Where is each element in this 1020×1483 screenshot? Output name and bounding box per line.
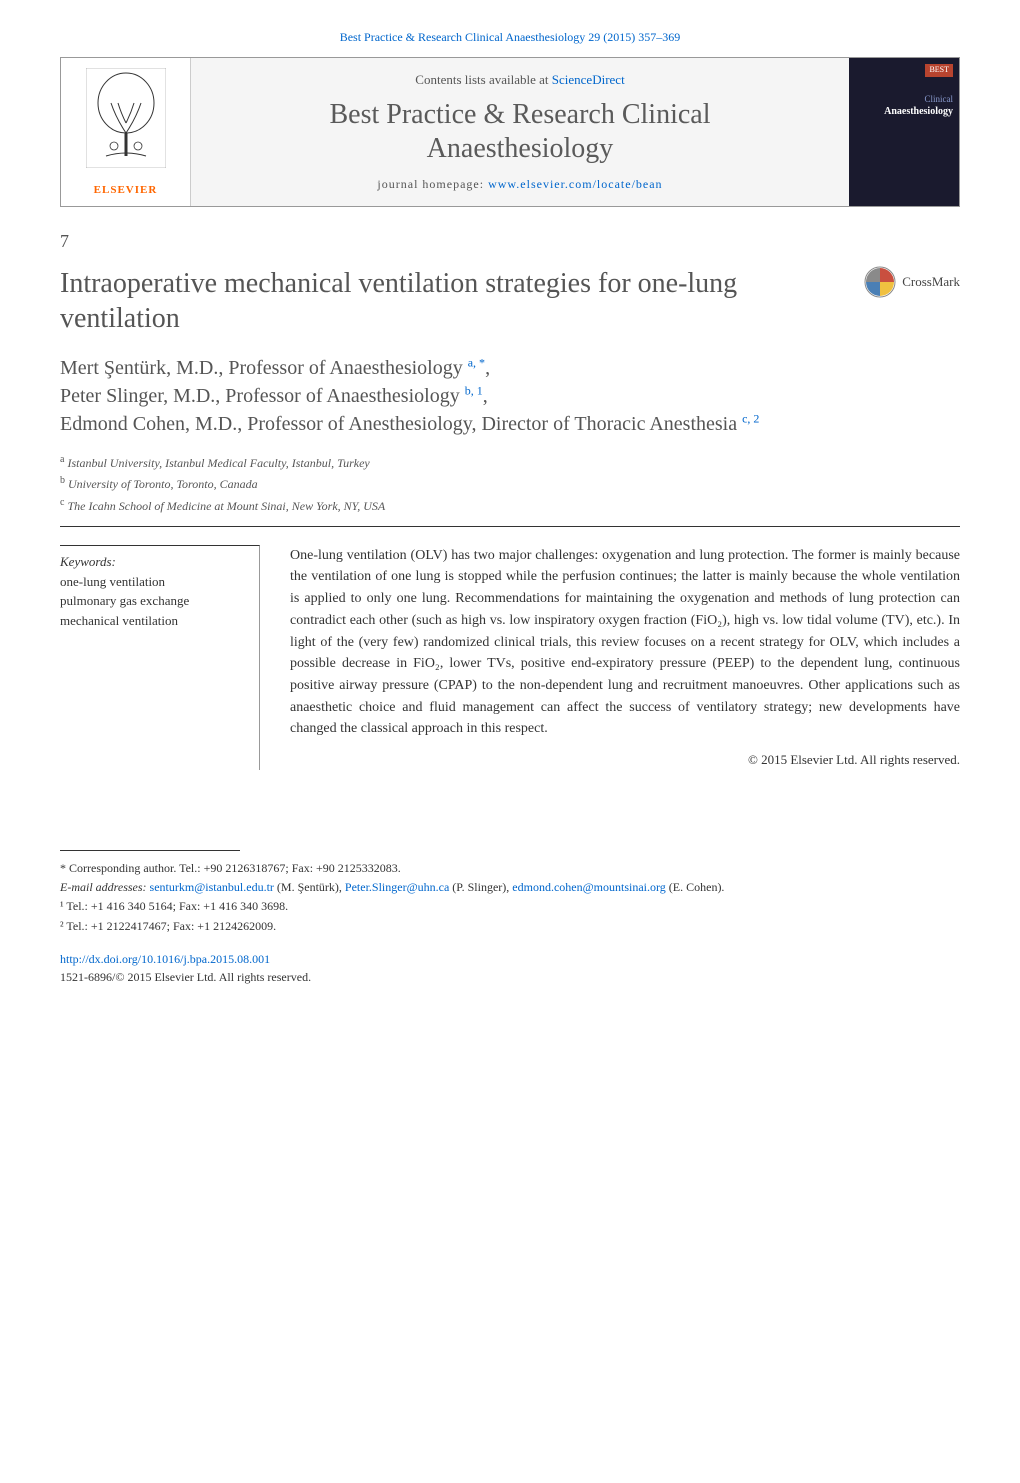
affiliation-a-text: Istanbul University, Istanbul Medical Fa… xyxy=(67,456,369,470)
affiliation-c-text: The Icahn School of Medicine at Mount Si… xyxy=(67,499,385,513)
elsevier-tree-icon xyxy=(86,68,166,168)
article-title: Intraoperative mechanical ventilation st… xyxy=(60,266,864,336)
footnote-2: ² Tel.: +1 2122417467; Fax: +1 212426200… xyxy=(60,917,910,936)
abstract-text: One-lung ventilation (OLV) has two major… xyxy=(290,545,960,740)
elsevier-wordmark: ELSEVIER xyxy=(94,184,158,196)
email-3-owner: (E. Cohen). xyxy=(666,880,725,894)
sciencedirect-link[interactable]: ScienceDirect xyxy=(552,72,625,87)
title-row: Intraoperative mechanical ventilation st… xyxy=(60,266,960,336)
keywords-list: one-lung ventilation pulmonary gas excha… xyxy=(60,572,239,631)
journal-header-center: Contents lists available at ScienceDirec… xyxy=(191,58,849,206)
author-3-affil-marker[interactable]: c, 2 xyxy=(742,412,759,426)
journal-name-line2: Anaesthesiology xyxy=(427,133,614,164)
journal-name-line1: Best Practice & Research Clinical xyxy=(330,99,711,130)
author-1: Mert Şentürk, M.D., Professor of Anaesth… xyxy=(60,357,468,379)
crossmark-label: CrossMark xyxy=(902,274,960,290)
cover-best-badge: BEST xyxy=(925,64,953,77)
contents-available-line: Contents lists available at ScienceDirec… xyxy=(211,72,829,88)
contents-prefix: Contents lists available at xyxy=(415,72,551,87)
homepage-prefix: journal homepage: xyxy=(377,177,488,191)
cover-clinical-text: Clinical xyxy=(925,94,954,104)
affiliation-b: b University of Toronto, Toronto, Canada xyxy=(60,473,960,494)
affiliations-block: a Istanbul University, Istanbul Medical … xyxy=(60,452,960,516)
doi-link[interactable]: http://dx.doi.org/10.1016/j.bpa.2015.08.… xyxy=(60,952,270,966)
cover-anaesthesiology-text: Anaesthesiology xyxy=(884,106,953,117)
keyword-item: pulmonary gas exchange xyxy=(60,591,239,611)
corresponding-author-note: * Corresponding author. Tel.: +90 212631… xyxy=(60,859,910,878)
affiliation-c: c The Icahn School of Medicine at Mount … xyxy=(60,495,960,516)
divider-1 xyxy=(60,526,960,527)
journal-header-box: ELSEVIER Contents lists available at Sci… xyxy=(60,57,960,207)
keyword-item: mechanical ventilation xyxy=(60,611,239,631)
email-link-1[interactable]: senturkm@istanbul.edu.tr xyxy=(150,880,274,894)
authors-block: Mert Şentürk, M.D., Professor of Anaesth… xyxy=(60,354,960,438)
keywords-abstract-row: Keywords: one-lung ventilation pulmonary… xyxy=(60,545,960,770)
journal-name: Best Practice & Research Clinical Anaest… xyxy=(211,98,829,165)
publisher-logo-block: ELSEVIER xyxy=(61,58,191,206)
crossmark-widget[interactable]: CrossMark xyxy=(864,266,960,298)
doi-block: http://dx.doi.org/10.1016/j.bpa.2015.08.… xyxy=(60,950,960,986)
affiliation-a: a Istanbul University, Istanbul Medical … xyxy=(60,452,960,473)
emails-prefix: E-mail addresses: xyxy=(60,880,150,894)
copyright-line: © 2015 Elsevier Ltd. All rights reserved… xyxy=(290,750,960,770)
footnote-1: ¹ Tel.: +1 416 340 5164; Fax: +1 416 340… xyxy=(60,897,910,916)
email-addresses-line: E-mail addresses: senturkm@istanbul.edu.… xyxy=(60,878,910,897)
issn-copyright-line: 1521-6896/© 2015 Elsevier Ltd. All right… xyxy=(60,970,311,984)
crossmark-icon xyxy=(864,266,896,298)
author-2: Peter Slinger, M.D., Professor of Anaest… xyxy=(60,385,465,407)
author-3: Edmond Cohen, M.D., Professor of Anesthe… xyxy=(60,413,742,435)
citation-header: Best Practice & Research Clinical Anaest… xyxy=(60,30,960,45)
abstract-column: One-lung ventilation (OLV) has two major… xyxy=(290,545,960,770)
homepage-line: journal homepage: www.elsevier.com/locat… xyxy=(211,177,829,192)
keywords-column: Keywords: one-lung ventilation pulmonary… xyxy=(60,545,260,770)
email-link-2[interactable]: Peter.Slinger@uhn.ca xyxy=(345,880,449,894)
email-1-owner: (M. Şentürk), xyxy=(274,880,345,894)
footnotes-rule xyxy=(60,850,240,851)
author-2-affil-marker[interactable]: b, 1 xyxy=(465,384,483,398)
email-2-owner: (P. Slinger), xyxy=(449,880,512,894)
cover-best-text: BEST xyxy=(929,65,949,74)
section-number: 7 xyxy=(60,231,960,252)
keyword-item: one-lung ventilation xyxy=(60,572,239,592)
email-link-3[interactable]: edmond.cohen@mountsinai.org xyxy=(512,880,665,894)
footnotes-block: * Corresponding author. Tel.: +90 212631… xyxy=(60,859,910,936)
keywords-heading: Keywords: xyxy=(60,554,239,570)
journal-cover-thumbnail: BEST Clinical Anaesthesiology xyxy=(849,58,959,206)
affiliation-b-text: University of Toronto, Toronto, Canada xyxy=(68,477,258,491)
homepage-link[interactable]: www.elsevier.com/locate/bean xyxy=(488,177,663,191)
author-1-affil-marker[interactable]: a, * xyxy=(468,356,485,370)
